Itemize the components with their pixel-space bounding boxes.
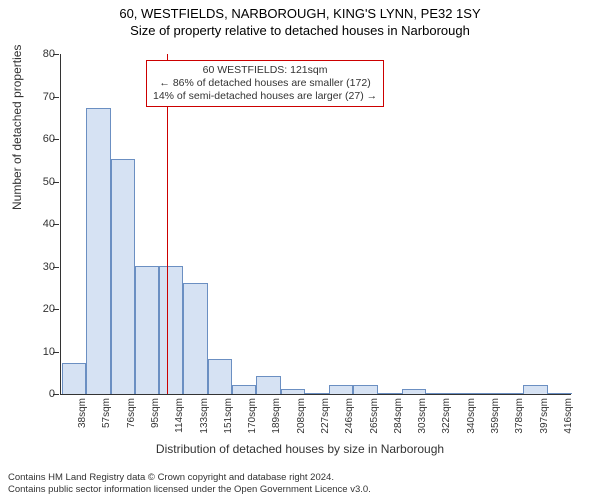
annotation-line1: 60 WESTFIELDS: 121sqm xyxy=(153,64,377,77)
x-tick-label: 170sqm xyxy=(247,398,258,434)
x-axis-title: Distribution of detached houses by size … xyxy=(0,442,600,456)
y-tick-label: 60 xyxy=(43,133,55,145)
histogram-bar xyxy=(62,363,86,394)
chart-plot-area: 0102030405060708038sqm57sqm76sqm95sqm114… xyxy=(60,54,570,394)
plot-region: 0102030405060708038sqm57sqm76sqm95sqm114… xyxy=(60,54,571,395)
y-tick-label: 0 xyxy=(49,388,55,400)
chart-title-line1: 60, WESTFIELDS, NARBOROUGH, KING'S LYNN,… xyxy=(0,0,600,21)
x-tick-label: 38sqm xyxy=(77,398,88,428)
histogram-bar xyxy=(135,266,159,395)
x-tick-label: 95sqm xyxy=(150,398,161,428)
histogram-bar xyxy=(281,389,305,394)
chart-title-line2: Size of property relative to detached ho… xyxy=(0,21,600,38)
x-tick-label: 416sqm xyxy=(563,398,574,434)
annotation-line3: 14% of semi-detached houses are larger (… xyxy=(153,90,377,103)
y-tick-label: 20 xyxy=(43,303,55,315)
x-tick-label: 189sqm xyxy=(271,398,282,434)
histogram-bar xyxy=(159,266,183,395)
y-tick-label: 40 xyxy=(43,218,55,230)
histogram-bar xyxy=(475,393,499,394)
histogram-bar xyxy=(353,385,377,395)
histogram-bar xyxy=(523,385,547,395)
annotation-box: 60 WESTFIELDS: 121sqm← 86% of detached h… xyxy=(146,60,384,107)
x-tick-label: 340sqm xyxy=(466,398,477,434)
x-tick-label: 359sqm xyxy=(490,398,501,434)
histogram-bar xyxy=(86,108,110,394)
x-tick-label: 303sqm xyxy=(417,398,428,434)
x-tick-label: 246sqm xyxy=(344,398,355,434)
y-axis-title: Number of detached properties xyxy=(10,45,24,210)
histogram-bar xyxy=(183,283,207,395)
x-tick-label: 397sqm xyxy=(539,398,550,434)
x-tick-label: 284sqm xyxy=(393,398,404,434)
x-tick-label: 76sqm xyxy=(126,398,137,428)
footer-line2: Contains public sector information licen… xyxy=(8,484,371,496)
histogram-bar xyxy=(305,393,329,394)
y-tick-label: 30 xyxy=(43,261,55,273)
histogram-bar xyxy=(402,389,426,394)
y-tick-label: 70 xyxy=(43,91,55,103)
x-tick-label: 133sqm xyxy=(199,398,210,434)
histogram-bar xyxy=(329,385,353,395)
y-tick-label: 80 xyxy=(43,48,55,60)
y-tick-label: 10 xyxy=(43,346,55,358)
x-tick-label: 208sqm xyxy=(296,398,307,434)
histogram-bar xyxy=(499,393,523,394)
chart-container: 60, WESTFIELDS, NARBOROUGH, KING'S LYNN,… xyxy=(0,0,600,500)
footer-attribution: Contains HM Land Registry data © Crown c… xyxy=(8,472,371,496)
histogram-bar xyxy=(378,393,402,394)
footer-line1: Contains HM Land Registry data © Crown c… xyxy=(8,472,371,484)
x-tick-label: 57sqm xyxy=(101,398,112,428)
x-tick-label: 322sqm xyxy=(441,398,452,434)
y-tick-label: 50 xyxy=(43,176,55,188)
x-tick-label: 114sqm xyxy=(174,398,185,433)
x-tick-label: 151sqm xyxy=(223,398,234,434)
histogram-bar xyxy=(256,376,280,394)
x-tick-label: 378sqm xyxy=(514,398,525,434)
x-tick-label: 227sqm xyxy=(320,398,331,434)
histogram-bar xyxy=(548,393,572,394)
histogram-bar xyxy=(232,385,256,395)
annotation-line2: ← 86% of detached houses are smaller (17… xyxy=(153,77,377,90)
histogram-bar xyxy=(208,359,232,394)
x-tick-label: 265sqm xyxy=(369,398,380,434)
histogram-bar xyxy=(111,159,135,394)
histogram-bar xyxy=(451,393,475,394)
histogram-bar xyxy=(426,393,450,394)
